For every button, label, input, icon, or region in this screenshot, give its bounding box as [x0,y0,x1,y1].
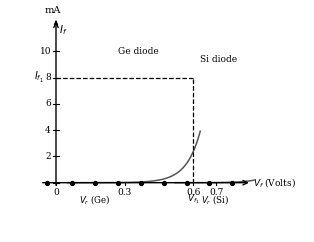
Text: 0.3: 0.3 [117,188,132,197]
Text: $V_{f_1}$: $V_{f_1}$ [187,193,200,206]
Text: $V_f$ (Volts): $V_f$ (Volts) [253,176,296,189]
Text: Si diode: Si diode [200,55,237,64]
Text: Ge diode: Ge diode [118,47,159,56]
Text: $I_f$: $I_f$ [59,23,68,37]
Text: 2: 2 [45,152,51,161]
Text: 8: 8 [45,73,51,82]
Text: 6: 6 [45,99,51,108]
Text: 0.7: 0.7 [209,188,224,197]
Text: 10: 10 [40,47,51,56]
Text: $I_{f_1}$: $I_{f_1}$ [34,70,43,85]
Text: $V_r$ (Si): $V_r$ (Si) [201,193,229,205]
Text: 0: 0 [53,188,59,197]
Text: mA: mA [45,6,61,15]
Text: 4: 4 [45,126,51,135]
Text: $V_r$ (Ge): $V_r$ (Ge) [79,193,111,205]
Text: 0.6: 0.6 [186,188,201,197]
